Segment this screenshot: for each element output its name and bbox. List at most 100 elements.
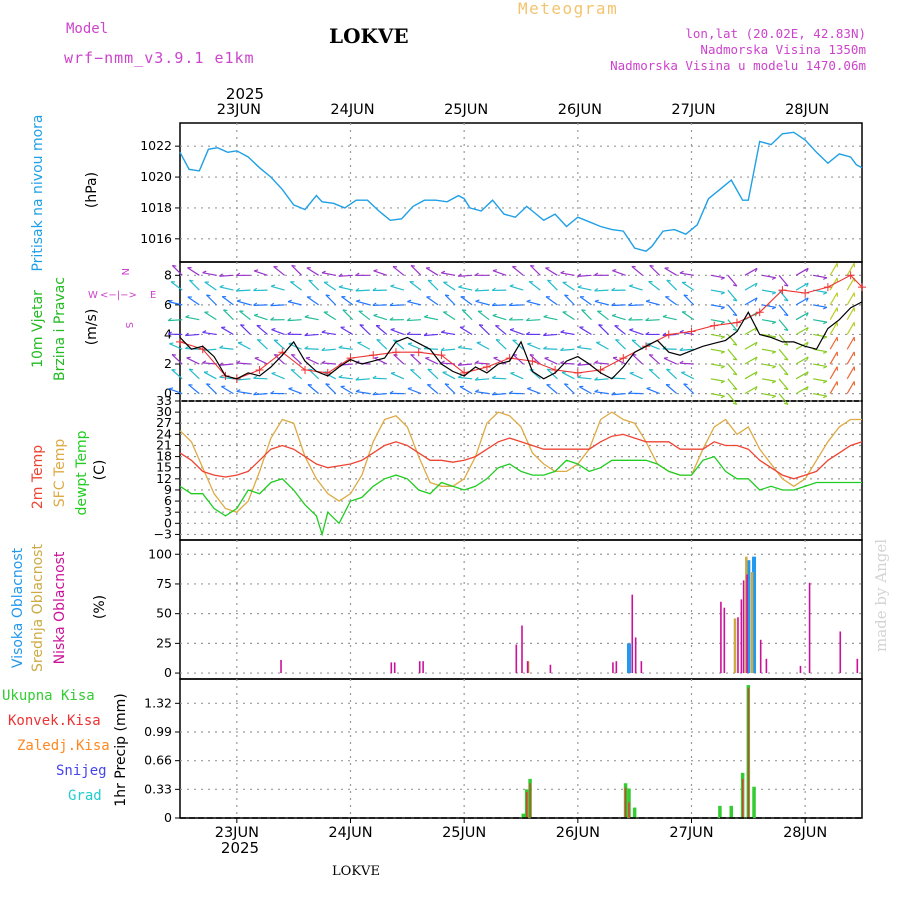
low-cloud-bar [418, 661, 421, 674]
station-title: LOKVE [329, 24, 409, 48]
wind-arrow [846, 366, 855, 380]
wind-arrow [829, 307, 838, 320]
wind-arrow [560, 331, 575, 336]
wind-arrow-head [679, 329, 684, 333]
wind-arrow [679, 348, 694, 351]
wind-arrow-head [646, 386, 651, 390]
wind-arrow-head [732, 328, 738, 331]
wind-arrow-head [662, 332, 667, 336]
compass-west: W [88, 290, 98, 301]
wind-arrow [564, 294, 575, 306]
wind-arrow [529, 265, 541, 276]
wind-arrow [579, 296, 592, 306]
wind-arrow [813, 274, 828, 279]
wind-arrow-head [805, 282, 809, 287]
wind-arrow-head [598, 324, 603, 326]
wind-arrow [578, 386, 592, 395]
wind-arrow-head [496, 338, 501, 341]
wind-arrow-head [462, 309, 467, 312]
wind-arrow-head [428, 279, 433, 282]
temp-unit: (C) [92, 460, 108, 481]
wind-arrow-head [525, 317, 530, 322]
wind-arrow [492, 304, 507, 307]
wind-arrow-head [253, 302, 258, 306]
gust-marker [778, 286, 787, 295]
wind-arrow [727, 289, 738, 302]
wind-arrow [527, 387, 541, 395]
wind-arrow-head [823, 395, 828, 399]
wind-arrow [710, 378, 725, 382]
y-tick-label: 0.33 [144, 781, 172, 796]
wind-arrow-head [754, 341, 758, 347]
wind-arrow-head [805, 386, 809, 391]
wind-arrow-head [732, 387, 738, 391]
wind-arrow-head [458, 285, 463, 288]
pressure-line [179, 131, 863, 252]
gust-marker [755, 308, 764, 317]
y-tick-label: 0 [164, 665, 172, 680]
wind-arrow [236, 300, 251, 306]
wind-arrow [710, 333, 725, 338]
wind-arrow [645, 319, 660, 322]
wind-arrow-head [474, 287, 479, 292]
wind-arrow-head [254, 313, 259, 316]
wind-arrow [744, 297, 758, 306]
wind-arrow-head [823, 277, 828, 280]
wind-arrow-head [594, 272, 599, 276]
wind-arrow-head [206, 294, 211, 297]
wind-arrow-head [167, 317, 172, 322]
bottom-x-tick-label: 26JUN [556, 825, 600, 841]
wind-arrow-head [771, 365, 777, 369]
wind-arrow-head [508, 317, 513, 321]
wind-arrow [338, 376, 353, 380]
wind-arrow [325, 294, 337, 306]
wind-arrow-head [823, 351, 828, 354]
precip-legend-label: Zaledj.Kisa [17, 738, 110, 754]
wind-arrow [629, 285, 643, 291]
wind-arrow [663, 357, 677, 365]
wind-arrow [829, 366, 838, 380]
wind-arrow [410, 354, 422, 365]
wind-arrow-head [407, 387, 412, 390]
wind-arrow [547, 279, 558, 291]
wind-arrow [795, 297, 809, 306]
wind-arrow [203, 371, 217, 380]
y-tick-label: 2 [164, 356, 172, 371]
wind-arrow [271, 372, 285, 380]
wind-arrow [460, 296, 473, 306]
low-cloud-bar [759, 639, 762, 674]
wind-arrow [727, 304, 738, 316]
wind-arrow [813, 333, 828, 338]
wind-arrow [846, 292, 855, 306]
wind-arrow [612, 315, 626, 321]
wind-arrow-head [186, 356, 191, 359]
wind-arrow [710, 319, 725, 323]
wind-arrow [187, 296, 200, 306]
y-tick-label: 8 [164, 267, 172, 282]
y-tick-label: 1020 [140, 169, 172, 184]
wind-arrow [744, 356, 758, 365]
wind-arrow-head [253, 287, 258, 292]
wind-arrow [744, 341, 758, 350]
wind-arrow [205, 383, 217, 395]
wind-arrow [683, 383, 695, 395]
wind-arrow [577, 274, 592, 277]
mid-cloud-bar [733, 618, 737, 674]
wind-arrow-head [376, 338, 381, 341]
wind-arrow-head [474, 360, 480, 364]
wind-arrow [813, 319, 828, 323]
low-cloud-bar [746, 574, 748, 674]
wind-arrow [665, 296, 678, 306]
wind-arrow [223, 309, 234, 321]
wind-arrow [727, 334, 738, 346]
wind-arrow [594, 378, 609, 381]
wind-arrow-head [508, 390, 513, 394]
wind-arrow [597, 310, 609, 321]
wind-arrow-head [457, 345, 463, 349]
wind-arrow [761, 363, 776, 368]
wind-arrow [427, 279, 439, 291]
wind-arrow [778, 304, 789, 316]
wind-arrow [338, 286, 353, 291]
wind-arrow [744, 371, 758, 380]
low-cloud-bar [799, 665, 802, 674]
